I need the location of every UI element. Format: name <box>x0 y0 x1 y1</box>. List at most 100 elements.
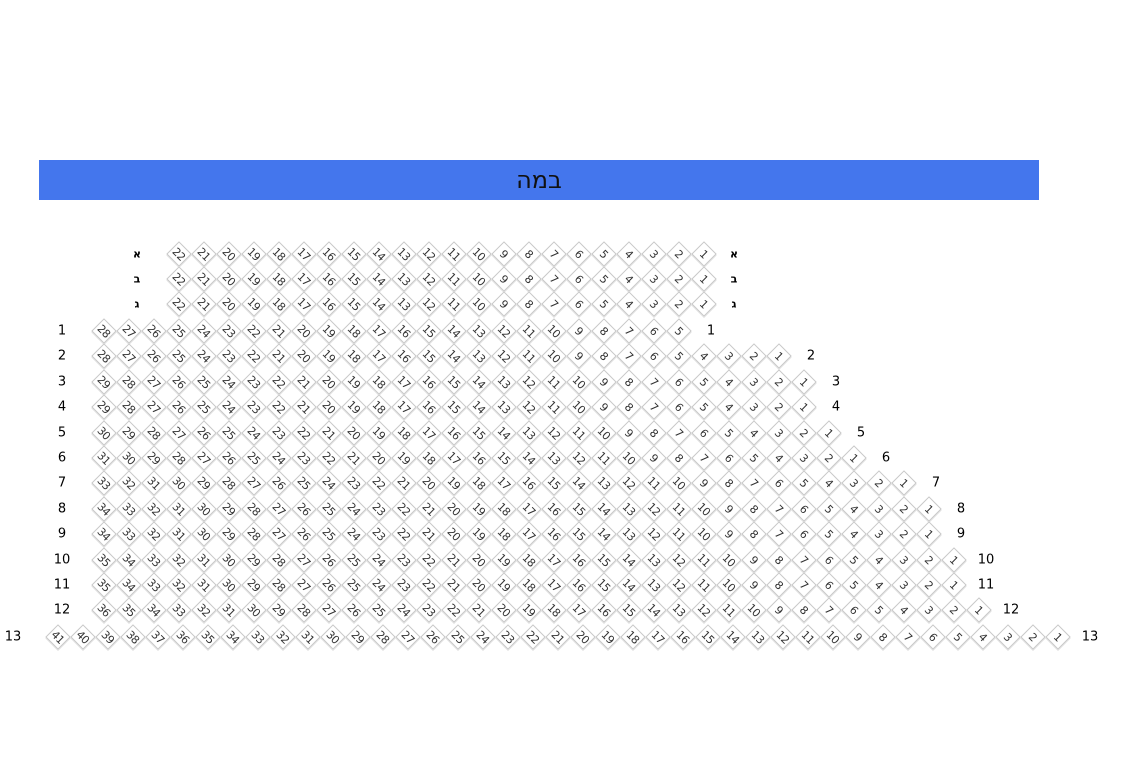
seat[interactable]: 10 <box>541 318 567 344</box>
seat[interactable]: 21 <box>341 445 367 471</box>
seat[interactable]: 15 <box>466 420 492 446</box>
seat[interactable]: 13 <box>466 343 492 369</box>
seat[interactable]: 2 <box>866 470 892 496</box>
seat[interactable]: 27 <box>291 572 317 598</box>
seat[interactable]: 37 <box>145 624 171 650</box>
seat[interactable]: 19 <box>366 420 392 446</box>
seat[interactable]: 24 <box>191 343 217 369</box>
seat[interactable]: 4 <box>716 394 742 420</box>
seat[interactable]: 33 <box>245 624 271 650</box>
seat[interactable]: 10 <box>616 445 642 471</box>
seat[interactable]: 4 <box>616 291 642 317</box>
seat[interactable]: 27 <box>191 445 217 471</box>
seat[interactable]: 3 <box>995 624 1021 650</box>
seat[interactable]: 7 <box>791 547 817 573</box>
seat[interactable]: 4 <box>816 470 842 496</box>
seat[interactable]: 10 <box>466 291 492 317</box>
seat[interactable]: 14 <box>366 291 392 317</box>
seat[interactable]: 7 <box>895 624 921 650</box>
seat[interactable]: 30 <box>116 445 142 471</box>
seat[interactable]: 30 <box>166 470 192 496</box>
seat[interactable]: 29 <box>91 369 117 395</box>
seat[interactable]: 4 <box>616 266 642 292</box>
seat[interactable]: 23 <box>341 470 367 496</box>
seat[interactable]: 28 <box>116 394 142 420</box>
seat[interactable]: 13 <box>666 597 692 623</box>
seat[interactable]: 11 <box>441 266 467 292</box>
seat[interactable]: 8 <box>870 624 896 650</box>
seat[interactable]: 22 <box>520 624 546 650</box>
seat[interactable]: 26 <box>216 445 242 471</box>
seat[interactable]: 17 <box>391 394 417 420</box>
seat[interactable]: 11 <box>641 470 667 496</box>
seat[interactable]: 6 <box>691 420 717 446</box>
seat[interactable]: 25 <box>341 547 367 573</box>
seat[interactable]: 19 <box>595 624 621 650</box>
seat[interactable]: 8 <box>666 445 692 471</box>
seat[interactable]: 18 <box>266 266 292 292</box>
seat[interactable]: 23 <box>391 572 417 598</box>
seat[interactable]: 14 <box>616 547 642 573</box>
seat[interactable]: 13 <box>641 572 667 598</box>
seat[interactable]: 20 <box>316 369 342 395</box>
seat[interactable]: 16 <box>541 496 567 522</box>
seat[interactable]: 22 <box>166 266 192 292</box>
seat[interactable]: 18 <box>491 496 517 522</box>
seat[interactable]: 12 <box>541 420 567 446</box>
seat[interactable]: 26 <box>266 470 292 496</box>
seat[interactable]: 25 <box>316 521 342 547</box>
seat[interactable]: 13 <box>391 266 417 292</box>
seat[interactable]: 24 <box>316 470 342 496</box>
seat[interactable]: 13 <box>616 496 642 522</box>
seat[interactable]: 3 <box>916 597 942 623</box>
seat[interactable]: 16 <box>416 369 442 395</box>
seat[interactable]: 29 <box>141 445 167 471</box>
seat[interactable]: 7 <box>541 266 567 292</box>
seat[interactable]: 15 <box>341 291 367 317</box>
seat[interactable]: 25 <box>216 420 242 446</box>
seat[interactable]: 17 <box>291 266 317 292</box>
seat[interactable]: 9 <box>691 470 717 496</box>
seat[interactable]: 29 <box>345 624 371 650</box>
seat[interactable]: 33 <box>141 572 167 598</box>
seat[interactable]: 8 <box>766 572 792 598</box>
seat[interactable]: 32 <box>141 521 167 547</box>
seat[interactable]: 6 <box>766 470 792 496</box>
seat[interactable]: 16 <box>391 318 417 344</box>
seat[interactable]: 10 <box>691 496 717 522</box>
seat[interactable]: 28 <box>91 343 117 369</box>
seat[interactable]: 22 <box>391 521 417 547</box>
seat[interactable]: 3 <box>641 241 667 267</box>
seat[interactable]: 8 <box>516 291 542 317</box>
seat[interactable]: 10 <box>591 420 617 446</box>
seat[interactable]: 3 <box>891 547 917 573</box>
seat[interactable]: 27 <box>241 470 267 496</box>
seat[interactable]: 10 <box>716 547 742 573</box>
seat[interactable]: 23 <box>291 445 317 471</box>
seat[interactable]: 27 <box>166 420 192 446</box>
seat[interactable]: 24 <box>341 521 367 547</box>
seat[interactable]: 24 <box>366 547 392 573</box>
seat[interactable]: 31 <box>141 470 167 496</box>
seat[interactable]: 8 <box>641 420 667 446</box>
seat[interactable]: 25 <box>316 496 342 522</box>
seat[interactable]: 6 <box>641 318 667 344</box>
seat[interactable]: 21 <box>191 291 217 317</box>
seat[interactable]: 4 <box>970 624 996 650</box>
seat[interactable]: 24 <box>216 394 242 420</box>
seat[interactable]: 8 <box>616 369 642 395</box>
seat[interactable]: 31 <box>295 624 321 650</box>
seat[interactable]: 26 <box>316 572 342 598</box>
seat[interactable]: 13 <box>391 291 417 317</box>
seat[interactable]: 6 <box>566 291 592 317</box>
seat[interactable]: 11 <box>691 572 717 598</box>
seat[interactable]: 8 <box>516 266 542 292</box>
seat[interactable]: 20 <box>341 420 367 446</box>
seat[interactable]: 6 <box>791 521 817 547</box>
seat[interactable]: 36 <box>170 624 196 650</box>
seat[interactable]: 9 <box>641 445 667 471</box>
seat[interactable]: 2 <box>941 597 967 623</box>
seat[interactable]: 17 <box>516 496 542 522</box>
seat[interactable]: 33 <box>116 496 142 522</box>
seat[interactable]: 14 <box>366 241 392 267</box>
